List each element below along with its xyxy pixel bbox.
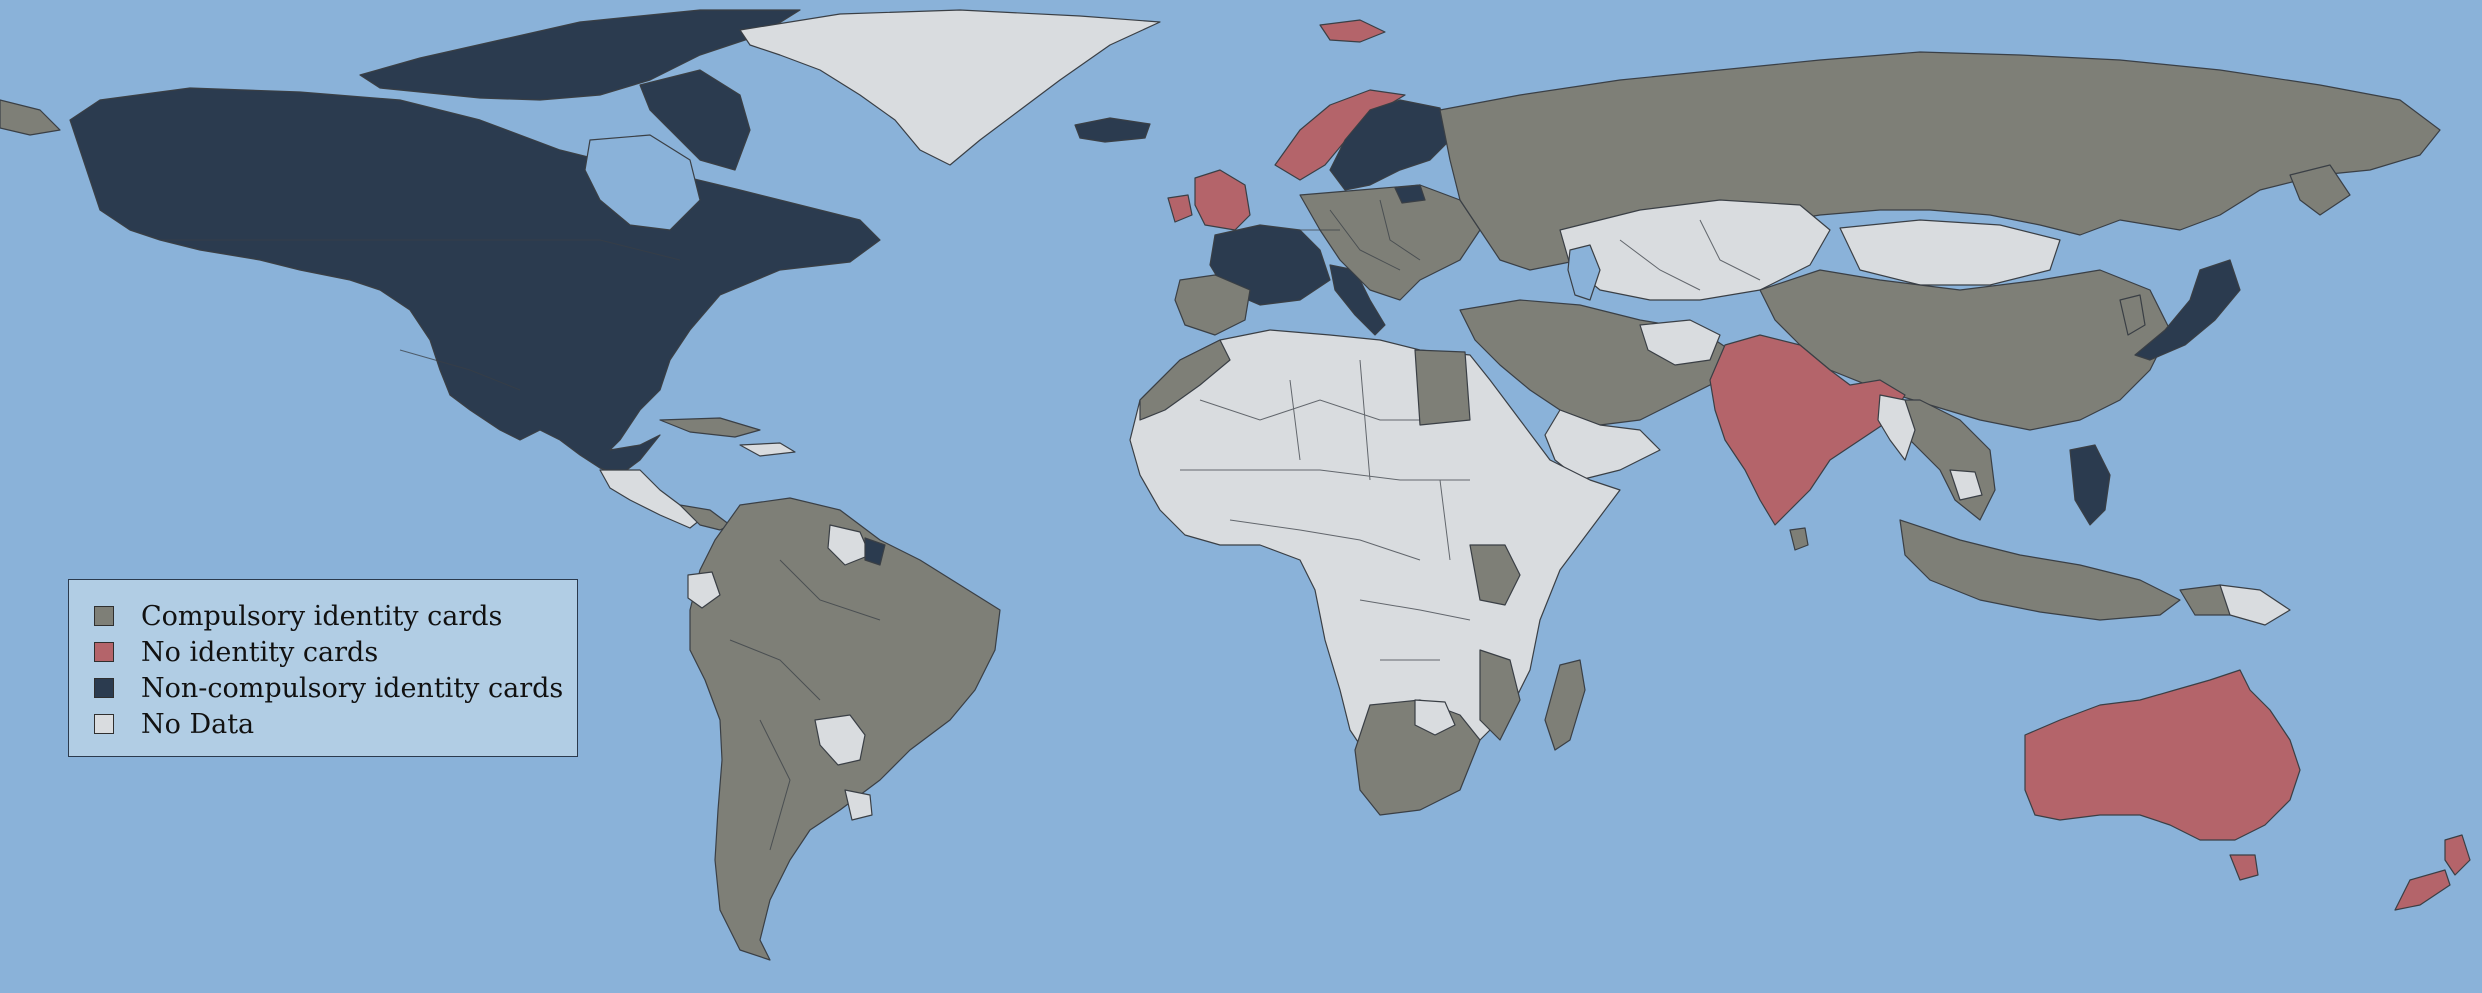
- iberia: [1174, 274, 1251, 336]
- madagascar: [1544, 659, 1586, 751]
- myanmar-nodata: [1877, 394, 1916, 461]
- europe-borders: [1300, 199, 1421, 271]
- hispaniola: [739, 442, 796, 457]
- arabia-nodata: [1544, 409, 1661, 481]
- us-border: [160, 239, 681, 261]
- svalbard: [1319, 19, 1386, 43]
- legend-swatch-no-data: [94, 714, 114, 734]
- japan: [2134, 259, 2241, 361]
- south-america-borders: [729, 559, 881, 851]
- arctic-islands: [359, 9, 801, 101]
- map-legend: Compulsory identity cards No identity ca…: [68, 579, 578, 757]
- legend-item-compulsory: Compulsory identity cards: [69, 598, 577, 634]
- mexico-border: [399, 349, 521, 391]
- philippines: [2069, 444, 2111, 526]
- indonesia-malaysia: [1899, 519, 2181, 621]
- legend-label-no-data: No Data: [141, 708, 255, 740]
- paraguay: [814, 714, 866, 766]
- baltic-blob: [1394, 184, 1426, 204]
- legend-item-no-data: No Data: [69, 706, 577, 742]
- ecuador: [687, 571, 721, 609]
- kenya-ethiopia: [1469, 544, 1521, 606]
- legend-label-compulsory: Compulsory identity cards: [141, 600, 503, 632]
- uruguay: [844, 789, 873, 821]
- french-guiana: [864, 537, 886, 566]
- guyana-suriname: [827, 524, 871, 566]
- greenland: [739, 9, 1161, 166]
- tasmania: [2229, 854, 2259, 881]
- iceland: [1074, 117, 1151, 143]
- baffin-island: [639, 69, 751, 171]
- legend-item-non-compulsory: Non-compulsory identity cards: [69, 670, 577, 706]
- new-zealand-south: [2394, 869, 2451, 911]
- mozambique-region: [1479, 649, 1521, 741]
- afghanistan: [1639, 319, 1721, 366]
- legend-swatch-non-compulsory: [94, 678, 114, 698]
- legend-swatch-no-cards: [94, 642, 114, 662]
- alaska-tip: [0, 99, 61, 136]
- morocco-algeria-west: [1139, 339, 1231, 421]
- sri-lanka: [1789, 527, 1809, 551]
- cambodia-nodata: [1949, 469, 1983, 501]
- legend-swatch-compulsory: [94, 606, 114, 626]
- legend-item-no-cards: No identity cards: [69, 634, 577, 670]
- caspian-sea: [1567, 244, 1601, 301]
- egypt: [1414, 349, 1471, 426]
- korea: [2119, 294, 2146, 336]
- png-nodata: [2219, 584, 2291, 626]
- mongolia: [1839, 219, 2061, 286]
- legend-label-no-cards: No identity cards: [141, 636, 379, 668]
- india: [1709, 334, 1906, 526]
- ireland: [1167, 194, 1193, 223]
- uk-ireland: [1194, 169, 1251, 231]
- hudson-bay: [584, 134, 701, 231]
- new-zealand-north: [2444, 834, 2471, 876]
- legend-label-non-compulsory: Non-compulsory identity cards: [141, 672, 564, 704]
- cuba: [659, 417, 761, 438]
- africa-borders: [1180, 359, 1471, 661]
- botswana-nodata: [1414, 699, 1456, 736]
- central-asia-borders: [1619, 219, 1761, 291]
- central-america-nodata: [599, 469, 701, 529]
- australia: [2024, 669, 2301, 841]
- kamchatka: [2289, 164, 2351, 216]
